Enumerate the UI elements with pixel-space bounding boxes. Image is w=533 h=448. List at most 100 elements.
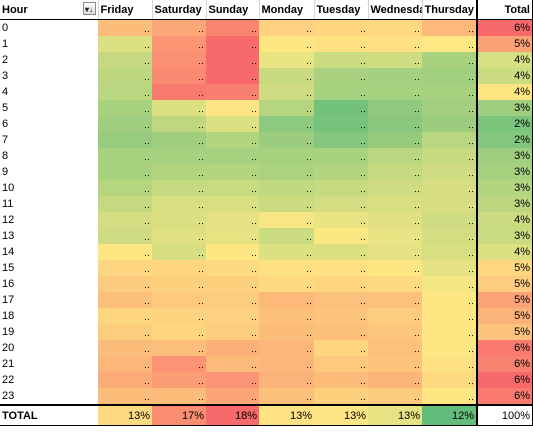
row-total-cell[interactable]: 3% bbox=[476, 196, 533, 212]
row-total-cell[interactable]: 2% bbox=[476, 132, 533, 148]
heatmap-cell[interactable]: ‥ bbox=[152, 292, 206, 308]
heatmap-cell[interactable]: ‥ bbox=[314, 228, 368, 244]
total-row-label[interactable]: TOTAL bbox=[0, 404, 98, 426]
grand-total-cell[interactable]: 100% bbox=[476, 404, 533, 426]
heatmap-cell[interactable]: ‥ bbox=[152, 36, 206, 52]
row-total-cell[interactable]: 4% bbox=[476, 68, 533, 84]
heatmap-cell[interactable]: ‥ bbox=[368, 116, 422, 132]
hour-cell[interactable]: 1 bbox=[0, 36, 98, 52]
row-total-cell[interactable]: 5% bbox=[476, 260, 533, 276]
total-cell[interactable]: 13% bbox=[368, 404, 422, 426]
heatmap-cell[interactable]: ‥ bbox=[206, 164, 259, 180]
heatmap-cell[interactable]: ‥ bbox=[259, 372, 314, 388]
column-header-day[interactable]: Tuesday bbox=[314, 0, 369, 20]
heatmap-cell[interactable]: ‥ bbox=[259, 164, 314, 180]
heatmap-cell[interactable]: ‥ bbox=[314, 36, 368, 52]
heatmap-cell[interactable]: ‥ bbox=[206, 244, 259, 260]
heatmap-cell[interactable]: ‥ bbox=[98, 324, 152, 340]
heatmap-cell[interactable]: ‥ bbox=[259, 276, 314, 292]
heatmap-cell[interactable]: ‥ bbox=[152, 196, 206, 212]
heatmap-cell[interactable]: ‥ bbox=[98, 356, 152, 372]
hour-cell[interactable]: 7 bbox=[0, 132, 98, 148]
heatmap-cell[interactable]: ‥ bbox=[422, 244, 477, 260]
heatmap-cell[interactable]: ‥ bbox=[368, 36, 422, 52]
heatmap-cell[interactable]: ‥ bbox=[422, 100, 477, 116]
column-header-hour[interactable]: Hour ▾↓ bbox=[0, 0, 99, 20]
heatmap-cell[interactable]: ‥ bbox=[98, 68, 152, 84]
heatmap-cell[interactable]: ‥ bbox=[368, 19, 422, 36]
hour-cell[interactable]: 23 bbox=[0, 388, 98, 405]
heatmap-cell[interactable]: ‥ bbox=[206, 132, 259, 148]
heatmap-cell[interactable]: ‥ bbox=[259, 324, 314, 340]
row-total-cell[interactable]: 3% bbox=[476, 228, 533, 244]
heatmap-cell[interactable]: ‥ bbox=[206, 196, 259, 212]
heatmap-cell[interactable]: ‥ bbox=[368, 228, 422, 244]
row-total-cell[interactable]: 6% bbox=[476, 19, 533, 36]
heatmap-cell[interactable]: ‥ bbox=[259, 36, 314, 52]
heatmap-cell[interactable]: ‥ bbox=[422, 36, 477, 52]
heatmap-cell[interactable]: ‥ bbox=[368, 212, 422, 228]
heatmap-cell[interactable]: ‥ bbox=[422, 148, 477, 164]
heatmap-cell[interactable]: ‥ bbox=[368, 372, 422, 388]
heatmap-cell[interactable]: ‥ bbox=[422, 356, 477, 372]
heatmap-cell[interactable]: ‥ bbox=[259, 19, 314, 36]
row-total-cell[interactable]: 4% bbox=[476, 84, 533, 100]
heatmap-cell[interactable]: ‥ bbox=[368, 308, 422, 324]
heatmap-cell[interactable]: ‥ bbox=[314, 260, 368, 276]
heatmap-cell[interactable]: ‥ bbox=[259, 52, 314, 68]
heatmap-cell[interactable]: ‥ bbox=[259, 180, 314, 196]
heatmap-cell[interactable]: ‥ bbox=[206, 212, 259, 228]
heatmap-cell[interactable]: ‥ bbox=[98, 52, 152, 68]
column-header-day[interactable]: Wednesda bbox=[368, 0, 423, 20]
heatmap-cell[interactable]: ‥ bbox=[98, 180, 152, 196]
heatmap-cell[interactable]: ‥ bbox=[206, 19, 259, 36]
heatmap-cell[interactable]: ‥ bbox=[98, 100, 152, 116]
hour-cell[interactable]: 20 bbox=[0, 340, 98, 356]
row-total-cell[interactable]: 6% bbox=[476, 356, 533, 372]
heatmap-cell[interactable]: ‥ bbox=[152, 116, 206, 132]
heatmap-cell[interactable]: ‥ bbox=[259, 340, 314, 356]
heatmap-cell[interactable]: ‥ bbox=[422, 196, 477, 212]
heatmap-cell[interactable]: ‥ bbox=[98, 260, 152, 276]
heatmap-cell[interactable]: ‥ bbox=[259, 356, 314, 372]
heatmap-cell[interactable]: ‥ bbox=[314, 212, 368, 228]
heatmap-cell[interactable]: ‥ bbox=[98, 308, 152, 324]
heatmap-cell[interactable]: ‥ bbox=[98, 228, 152, 244]
heatmap-cell[interactable]: ‥ bbox=[98, 36, 152, 52]
heatmap-cell[interactable]: ‥ bbox=[422, 388, 477, 405]
heatmap-cell[interactable]: ‥ bbox=[152, 68, 206, 84]
column-header-day[interactable]: Monday bbox=[259, 0, 315, 20]
heatmap-cell[interactable]: ‥ bbox=[259, 68, 314, 84]
heatmap-cell[interactable]: ‥ bbox=[422, 260, 477, 276]
heatmap-cell[interactable]: ‥ bbox=[259, 196, 314, 212]
heatmap-cell[interactable]: ‥ bbox=[422, 116, 477, 132]
heatmap-cell[interactable]: ‥ bbox=[206, 148, 259, 164]
hour-cell[interactable]: 17 bbox=[0, 292, 98, 308]
heatmap-cell[interactable]: ‥ bbox=[368, 52, 422, 68]
row-total-cell[interactable]: 2% bbox=[476, 116, 533, 132]
heatmap-cell[interactable]: ‥ bbox=[422, 308, 477, 324]
heatmap-cell[interactable]: ‥ bbox=[422, 212, 477, 228]
heatmap-cell[interactable]: ‥ bbox=[368, 260, 422, 276]
heatmap-cell[interactable]: ‥ bbox=[206, 356, 259, 372]
heatmap-cell[interactable]: ‥ bbox=[422, 340, 477, 356]
hour-cell[interactable]: 15 bbox=[0, 260, 98, 276]
row-total-cell[interactable]: 5% bbox=[476, 276, 533, 292]
total-cell[interactable]: 18% bbox=[206, 404, 259, 426]
heatmap-cell[interactable]: ‥ bbox=[98, 84, 152, 100]
heatmap-cell[interactable]: ‥ bbox=[206, 324, 259, 340]
filter-dropdown-icon[interactable]: ▾↓ bbox=[82, 2, 96, 15]
hour-cell[interactable]: 8 bbox=[0, 148, 98, 164]
heatmap-cell[interactable]: ‥ bbox=[206, 100, 259, 116]
column-header-day[interactable]: Friday bbox=[98, 0, 153, 20]
row-total-cell[interactable]: 4% bbox=[476, 212, 533, 228]
heatmap-cell[interactable]: ‥ bbox=[314, 356, 368, 372]
row-total-cell[interactable]: 3% bbox=[476, 180, 533, 196]
heatmap-cell[interactable]: ‥ bbox=[422, 132, 477, 148]
total-cell[interactable]: 13% bbox=[314, 404, 368, 426]
hour-cell[interactable]: 16 bbox=[0, 276, 98, 292]
row-total-cell[interactable]: 3% bbox=[476, 148, 533, 164]
heatmap-cell[interactable]: ‥ bbox=[422, 180, 477, 196]
heatmap-cell[interactable]: ‥ bbox=[422, 324, 477, 340]
hour-cell[interactable]: 10 bbox=[0, 180, 98, 196]
